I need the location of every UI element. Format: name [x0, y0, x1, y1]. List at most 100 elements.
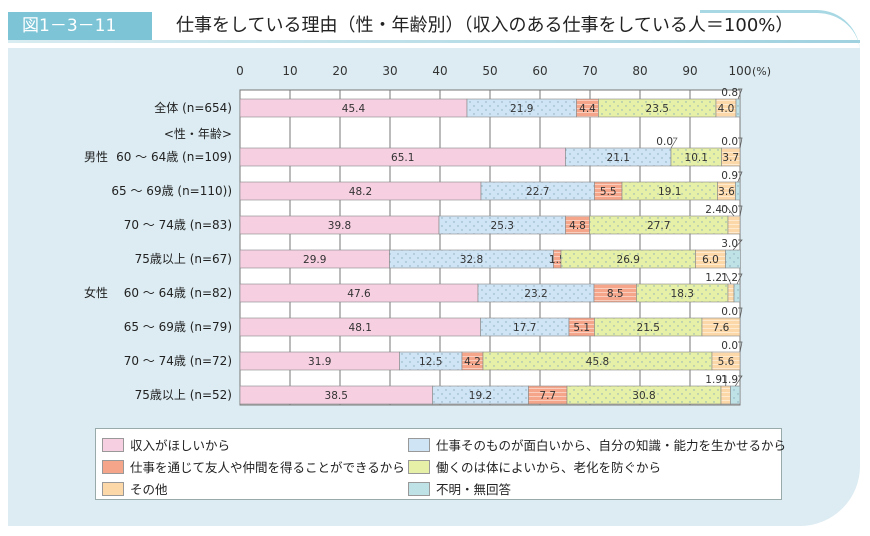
x-tick-label: 70 [582, 64, 597, 78]
x-tick-label: 30 [382, 64, 397, 78]
data-label: 7.6 [713, 322, 730, 334]
category-label: 75歳以上 (n=52) [135, 388, 232, 402]
leader-line [722, 375, 727, 387]
category-label: 70 ～ 74歳 (n=72) [124, 354, 232, 368]
data-label: 39.8 [328, 220, 351, 232]
group-label: 女性 [84, 285, 108, 300]
data-label: 21.9 [510, 103, 533, 115]
bar-segment [720, 385, 731, 405]
data-label: 5.1 [573, 322, 590, 334]
legend-item: 仕事を通じて友人や仲間を得ることができるから [102, 457, 405, 476]
data-label: 1.9 [721, 374, 738, 386]
legend-label: 働くのは体によいから、老化を防ぐから [436, 460, 662, 475]
leader-line [670, 137, 678, 149]
data-label: 5.5 [600, 186, 617, 198]
bar-segment [711, 351, 741, 371]
x-tick-label: 0 [236, 64, 244, 78]
data-label: 6.0 [702, 254, 719, 266]
data-label: 27.7 [647, 220, 670, 232]
x-tick-label: 10 [282, 64, 297, 78]
legend-swatch [102, 459, 124, 474]
data-label: 4.4 [579, 103, 596, 115]
data-label: 30.8 [632, 390, 655, 402]
x-tick-label: 80 [632, 64, 647, 78]
category-label: 60 ～ 64歳 (n=109) [116, 150, 232, 164]
data-label: 18.3 [671, 288, 694, 300]
legend-item: その他 [102, 479, 168, 498]
data-label: 19.1 [658, 186, 681, 198]
data-label: 0.8 [721, 87, 738, 99]
data-label: 32.8 [460, 254, 483, 266]
data-label: 31.9 [308, 356, 331, 368]
bar-segment [721, 147, 741, 167]
leader-line [738, 341, 743, 353]
bar-segment [733, 283, 741, 303]
x-tick-label: 20 [332, 64, 347, 78]
data-label: 8.5 [607, 288, 624, 300]
data-label: 3.6 [718, 186, 735, 198]
leader-line [738, 307, 743, 319]
data-label: 21.5 [637, 322, 660, 334]
x-tick-label: 90 [682, 64, 697, 78]
legend-label: 仕事そのものが面白いから、自分の知識・能力を生かせるから [436, 438, 787, 453]
category-label: 65 ～ 69歳 (n=110)) [111, 184, 232, 198]
leader-line [722, 205, 735, 217]
leader-line [738, 205, 743, 217]
category-label: 75歳以上 (n=67) [135, 252, 232, 266]
bar-segment [730, 385, 741, 405]
data-label: 2.4 [705, 204, 722, 216]
x-tick-label: 100 [729, 64, 752, 78]
data-label: 1.9 [705, 374, 722, 386]
data-label: 21.1 [607, 152, 630, 164]
data-label: 0.0 [656, 136, 673, 148]
category-label: 60 ～ 64歳 (n=82) [124, 286, 232, 300]
legend-swatch [102, 437, 124, 452]
x-tick-label: 40 [432, 64, 447, 78]
data-label: 29.9 [303, 254, 326, 266]
data-label: 48.2 [349, 186, 372, 198]
data-label: 4.2 [464, 356, 481, 368]
data-label: 4.8 [569, 220, 586, 232]
data-label: 10.1 [685, 152, 708, 164]
legend-item: 働くのは体によいから、老化を防ぐから [408, 457, 661, 476]
leader-line [734, 375, 743, 387]
data-label: 23.5 [646, 103, 669, 115]
data-label: 48.1 [349, 322, 372, 334]
title-decoration [700, 10, 860, 53]
figure-label: 図1－3－11 [8, 12, 152, 40]
legend-label: 不明・無回答 [436, 482, 512, 497]
leader-line [722, 273, 732, 285]
bar-segment [725, 249, 741, 269]
legend-swatch [408, 437, 430, 452]
data-label: 0.0 [721, 136, 738, 148]
legend-item: 不明・無回答 [408, 479, 511, 498]
data-label: 45.4 [342, 103, 366, 115]
data-label: 0.0 [721, 340, 738, 352]
leader-line [736, 273, 743, 285]
data-label: 19.2 [469, 390, 492, 402]
data-label: 1.2 [721, 272, 738, 284]
legend-swatch [408, 459, 430, 474]
title-underline [8, 40, 860, 43]
data-label: 1.2 [705, 272, 722, 284]
data-label: 5.6 [718, 356, 735, 368]
data-label: 38.5 [325, 390, 348, 402]
legend-label: 仕事を通じて友人や仲間を得ることができるから [130, 460, 405, 475]
data-label: 0.0 [721, 204, 738, 216]
row-labels: 全体 (n=654) 60 ～ 64歳 (n=109) 65 ～ 69歳 (n=11… [84, 100, 232, 402]
bar-segment [727, 215, 741, 235]
data-label: 3.7 [722, 152, 739, 164]
data-label: 25.3 [491, 220, 514, 232]
x-tick-label: 60 [532, 64, 547, 78]
data-label: 12.5 [419, 356, 442, 368]
legend-swatch [102, 481, 124, 496]
bar-segment [701, 317, 741, 337]
legend-item: 収入がほしいから [102, 435, 230, 454]
leader-line [738, 137, 743, 149]
x-tick-label: 50 [482, 64, 497, 78]
legend: 収入がほしいから 仕事そのものが面白いから、自分の知識・能力を生かせるから仕事を通… [95, 428, 786, 500]
x-axis-ticks: 0 10 20 30 40 50 60 70 80 90 100 (%) [236, 64, 771, 78]
chart-title: 仕事をしている理由（性・年齢別）（収入のある仕事をしている人＝100%） [176, 15, 794, 36]
data-label: 7.7 [539, 390, 556, 402]
